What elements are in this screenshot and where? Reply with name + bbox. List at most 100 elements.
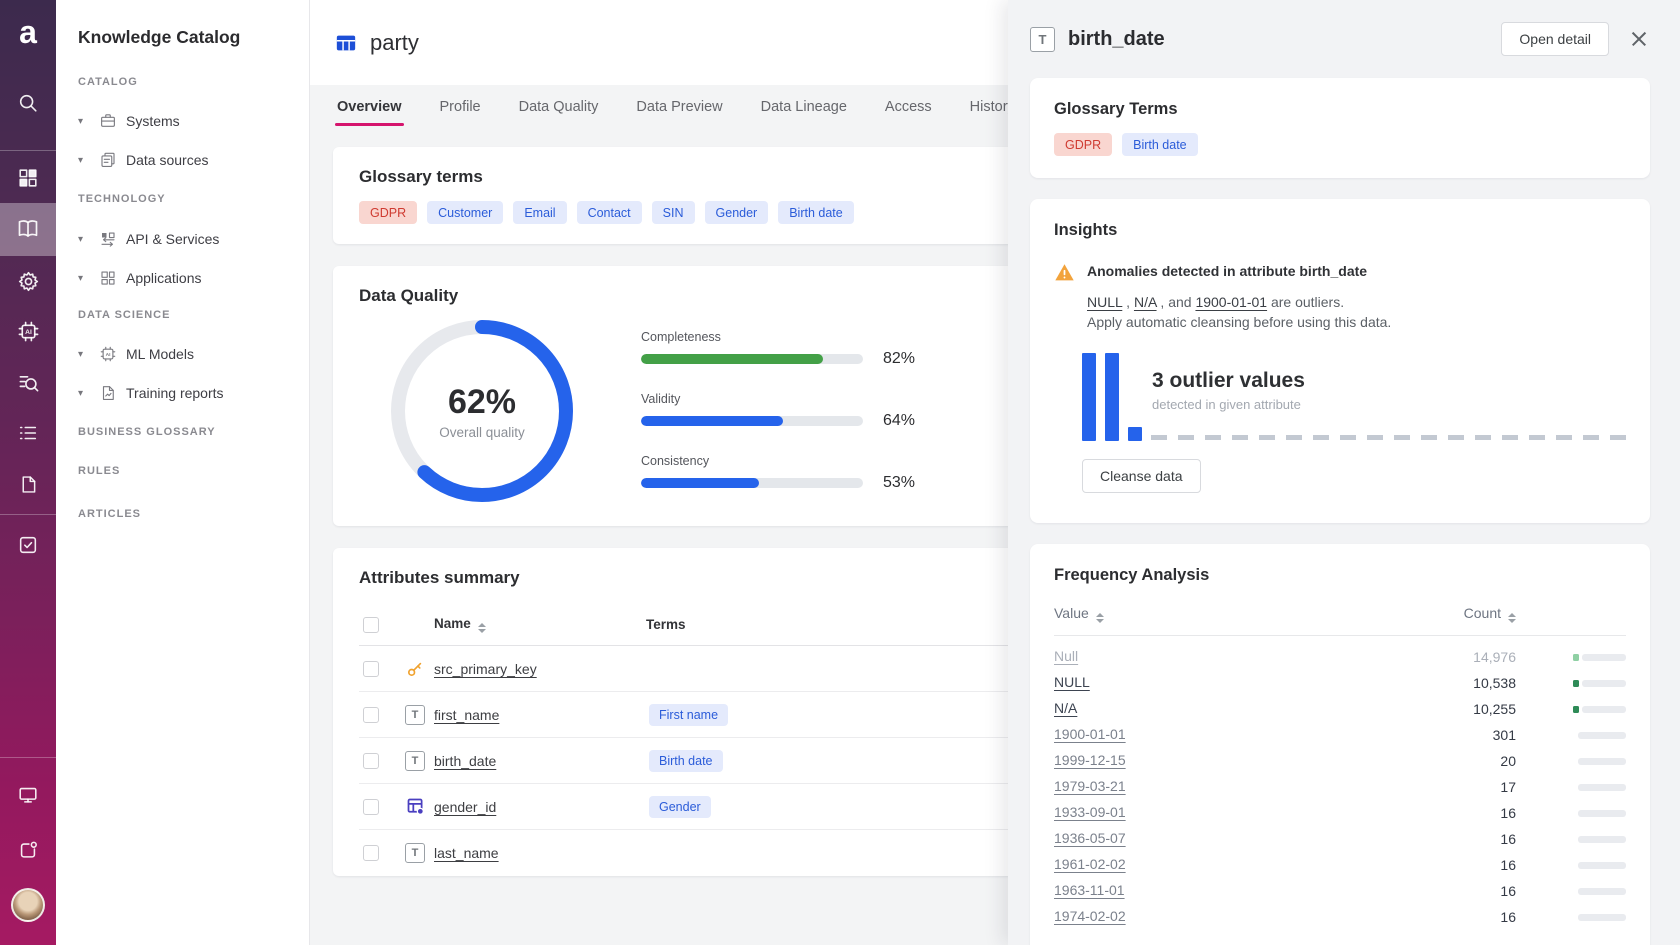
cleanse-data-button[interactable]: Cleanse data [1082,458,1201,493]
select-all-checkbox[interactable] [363,616,379,633]
column-header-name[interactable]: Name [434,616,574,634]
drawer-title: birth_date [1068,27,1165,50]
chevron-down-icon[interactable]: ▾ [78,272,84,284]
tab-history[interactable]: History [969,99,1015,115]
user-avatar[interactable] [11,888,45,922]
monitor-icon[interactable] [0,773,56,817]
row-checkbox[interactable] [363,752,379,769]
sidebar-item-applications[interactable]: ▾ Applications [78,266,202,290]
text-attribute-icon: T [1030,26,1055,52]
outlier-value-link[interactable]: 1900-01-01 [1195,294,1268,310]
frequency-row[interactable]: N/A 10,255 [1054,696,1626,722]
data-discovery-search-icon[interactable] [0,361,56,405]
sessions-icon[interactable] [0,828,56,872]
anomaly-heading: Anomalies detected in attribute birth_da… [1087,263,1368,279]
table-row[interactable]: T birth_date Birth date [359,738,1624,784]
sidebar-item-data-sources[interactable]: ▾ Data sources [78,148,208,172]
dashboard-grid-icon[interactable] [0,156,56,200]
sidebar-item-label: Training reports [126,385,224,401]
term-chip[interactable]: GDPR [1054,133,1113,156]
chevron-down-icon[interactable]: ▾ [78,387,84,399]
outlier-count: 3 outlier values [1152,368,1305,392]
outlier-value-link[interactable]: NULL [1087,294,1123,310]
sidebar-item-ml-models[interactable]: ▾ AI ML Models [78,342,194,366]
tab-data-quality[interactable]: Data Quality [518,99,599,115]
table-row-partial[interactable]: T last_name [359,830,1624,876]
frequency-row[interactable]: 1961-02-02 16 [1054,852,1626,878]
card-title: Attributes summary [359,568,520,587]
frequency-row[interactable]: NULL 10,538 [1054,670,1626,696]
table-header-row: Name Terms [359,604,1624,646]
sort-icon [477,622,486,634]
frequency-row[interactable]: 1933-09-01 16 [1054,800,1626,826]
settings-gear-icon[interactable] [0,259,56,303]
donut-center: 62% Overall quality [387,316,577,506]
frequency-row[interactable]: 1974-02-02 16 [1054,904,1626,930]
tab-access[interactable]: Access [884,99,932,115]
frequency-row[interactable]: 1999-12-15 20 [1054,748,1626,774]
frequency-row[interactable]: 1900-01-01 301 [1054,722,1626,748]
chevron-down-icon[interactable]: ▾ [78,115,84,127]
tab-data-lineage[interactable]: Data Lineage [760,99,847,115]
rail-divider [0,150,56,151]
card-title: Data Quality [359,286,459,305]
term-chip[interactable]: Gender [649,795,711,818]
section-articles[interactable]: ARTICLES [78,508,141,520]
text-attribute-icon: T [405,750,425,771]
term-chip[interactable]: Email [513,201,567,224]
list-icon[interactable] [0,411,56,455]
term-chip[interactable]: Gender [704,201,769,224]
sidebar-item-systems[interactable]: ▾ Systems [78,109,180,133]
knowledge-catalog-book-icon[interactable] [0,207,56,251]
card-title: Glossary terms [359,167,483,186]
sidebar-item-training-reports[interactable]: ▾ Training reports [78,381,224,405]
term-chip[interactable]: SIN [651,201,695,224]
progress-track [641,478,863,488]
row-checkbox[interactable] [363,660,379,677]
row-checkbox[interactable] [363,706,379,723]
term-chip[interactable]: GDPR [359,201,418,224]
frequency-row[interactable]: Null 14,976 [1054,644,1626,670]
term-chip[interactable]: Contact [576,201,642,224]
row-checkbox[interactable] [363,798,379,815]
outlier-summary: 3 outlier values detected in given attri… [1152,369,1305,412]
ai-chip-icon[interactable]: AI [0,309,56,353]
section-rules[interactable]: RULES [78,465,121,477]
term-chip[interactable]: Birth date [1122,133,1198,156]
sidebar-item-api-services[interactable]: ▾ API & Services [78,227,219,251]
tab-overview[interactable]: Overview [335,88,404,126]
term-chip[interactable]: First name [649,703,729,726]
section-business-glossary[interactable]: BUSINESS GLOSSARY [78,426,216,438]
row-checkbox[interactable] [363,845,379,861]
table-row[interactable]: gender_id Gender [359,784,1624,830]
tab-data-preview[interactable]: Data Preview [636,99,723,115]
term-chip[interactable]: Birth date [778,201,854,224]
document-icon[interactable] [0,462,56,506]
warning-icon [1055,264,1074,281]
chevron-down-icon[interactable]: ▾ [78,348,84,360]
column-header-count[interactable]: Count [1304,605,1516,624]
chevron-down-icon[interactable]: ▾ [78,233,84,245]
tasks-check-icon[interactable] [0,523,56,567]
frequency-header-row: Value Count [1054,605,1626,637]
app-logo[interactable]: a [19,14,37,50]
chevron-down-icon[interactable]: ▾ [78,154,84,166]
column-header-value[interactable]: Value [1054,605,1304,624]
frequency-row[interactable]: 1936-05-07 16 [1054,826,1626,852]
frequency-row[interactable]: 1979-03-21 17 [1054,774,1626,800]
open-detail-button[interactable]: Open detail [1501,22,1609,56]
outlier-mini-chart: 3 outlier values detected in given attri… [1082,352,1626,441]
table-row[interactable]: src_primary_key [359,646,1624,692]
search-icon[interactable] [0,81,56,125]
table-row[interactable]: T first_name First name [359,692,1624,738]
close-icon[interactable] [1628,28,1650,50]
term-chip[interactable]: Birth date [649,749,723,772]
frequency-row[interactable]: 1963-11-01 16 [1054,878,1626,904]
overall-quality-label: Overall quality [439,424,525,440]
frequency-bar [1573,705,1626,713]
term-chip[interactable]: Customer [427,201,504,224]
tab-profile[interactable]: Profile [439,99,481,115]
briefcase-icon [101,114,115,127]
outlier-value-link[interactable]: N/A [1133,294,1157,310]
attribute-detail-drawer: T birth_date Open detail Glossary Terms … [1008,0,1680,945]
